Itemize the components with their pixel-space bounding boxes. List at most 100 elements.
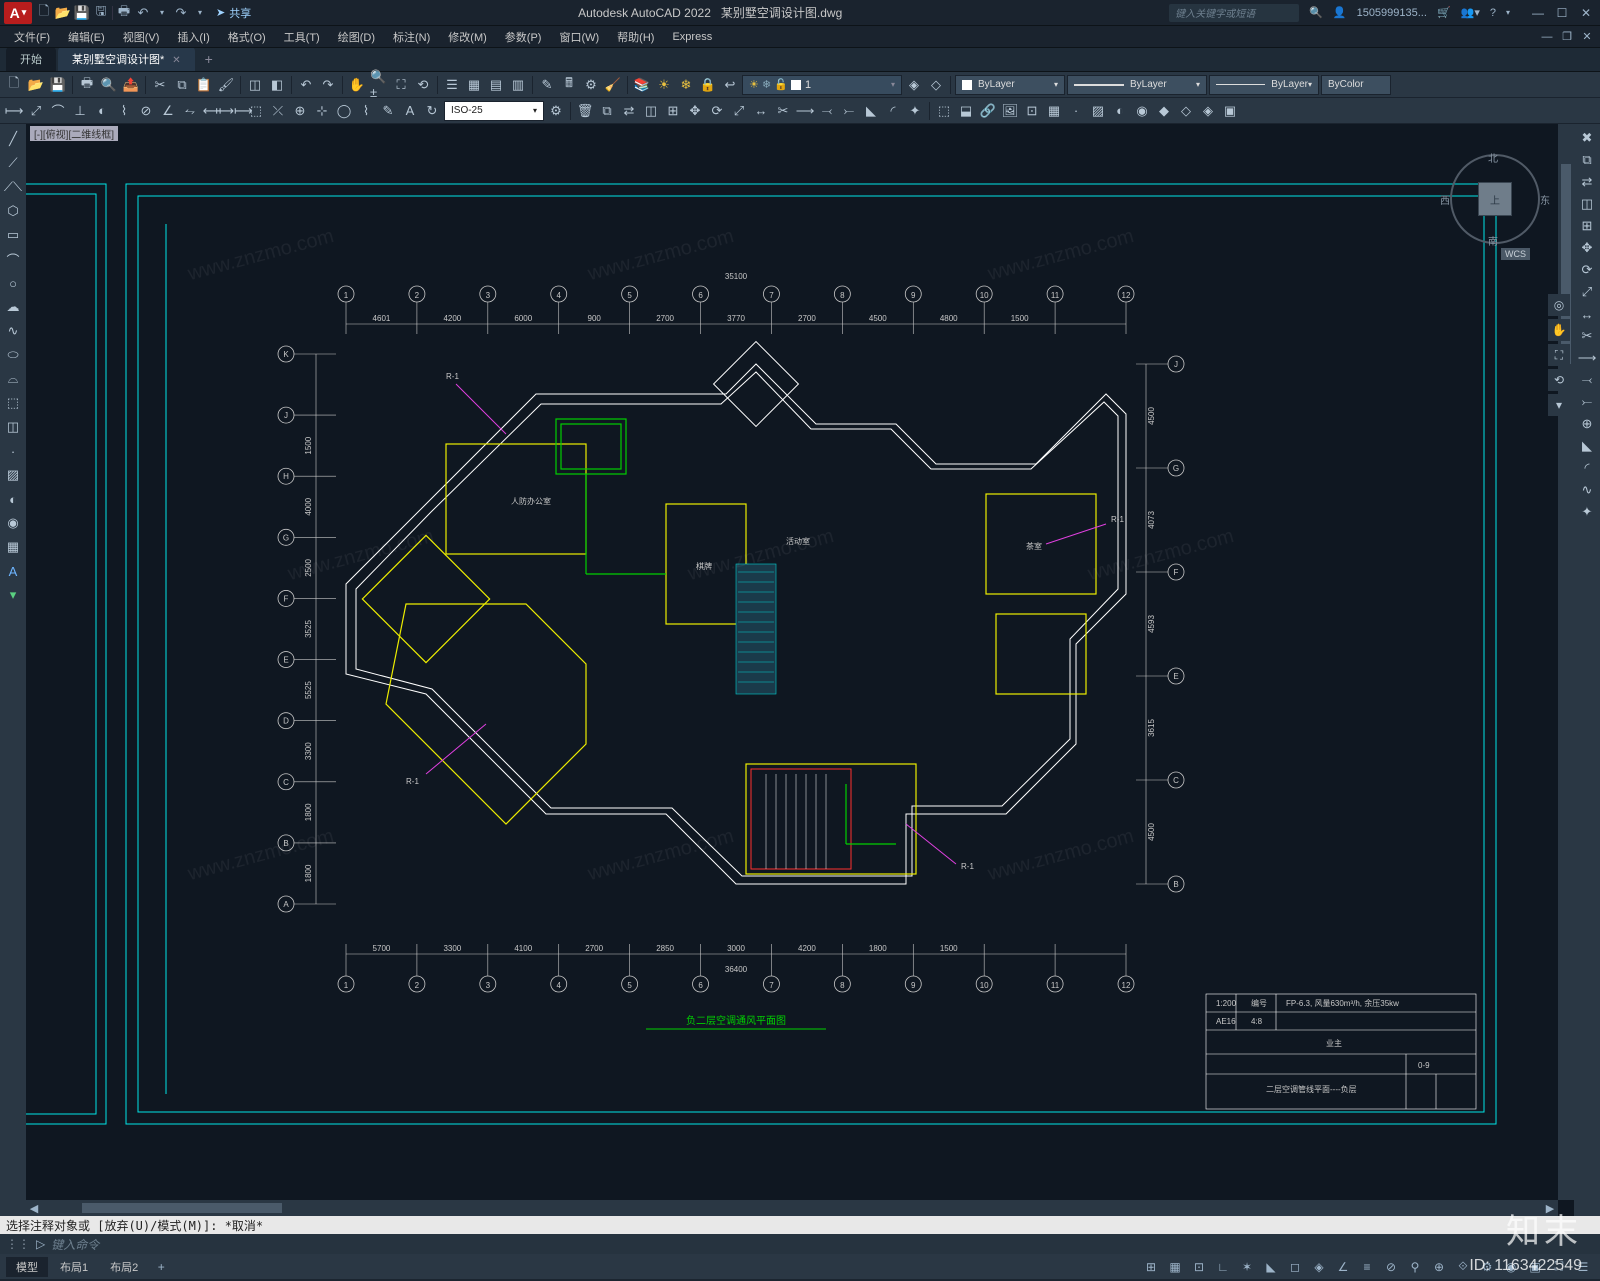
qp-toggle[interactable]: ⚲ [1404, 1257, 1426, 1277]
wblock-icon[interactable]: ⬓ [956, 101, 976, 121]
qdim-icon[interactable]: ⥊ [180, 101, 200, 121]
extend2-icon[interactable]: ⟶ [1577, 348, 1597, 368]
copy2-icon[interactable]: ⧉ [597, 101, 617, 121]
viewcube-s[interactable]: 南 [1488, 233, 1498, 248]
etc1-icon[interactable]: ◆ [1154, 101, 1174, 121]
zoom-win-icon[interactable]: ⛶ [391, 75, 411, 95]
dimlin-icon[interactable]: ⟼ [4, 101, 24, 121]
mdi-close-button[interactable]: ✕ [1578, 29, 1596, 45]
maximize-button[interactable]: ☐ [1552, 4, 1572, 22]
viewcube-n[interactable]: 北 [1488, 150, 1498, 165]
region-icon[interactable]: ◉ [2, 512, 24, 534]
hatch-icon[interactable]: ▨ [1088, 101, 1108, 121]
point-icon[interactable]: · [2, 440, 24, 462]
3dosnap-toggle[interactable]: ◈ [1308, 1257, 1330, 1277]
fillet2-icon[interactable]: ◜ [1577, 458, 1597, 478]
plot-icon[interactable]: 🖶 [116, 5, 132, 21]
minimize-button[interactable]: — [1528, 4, 1548, 22]
mirror2-icon[interactable]: ⇄ [1577, 172, 1597, 192]
viewcube-top[interactable]: 上 [1478, 182, 1512, 216]
pan-icon[interactable]: ✋ [347, 75, 367, 95]
revcloud-icon[interactable]: ☁ [2, 296, 24, 318]
mdi-minimize-button[interactable]: — [1538, 29, 1556, 45]
blend-icon[interactable]: ∿ [1577, 480, 1597, 500]
grad-icon[interactable]: ◐ [1110, 101, 1130, 121]
erase-icon[interactable]: 🗑 [575, 101, 595, 121]
menu-format[interactable]: 格式(O) [220, 27, 274, 47]
circle-icon[interactable]: ○ [2, 272, 24, 294]
dimali-icon[interactable]: ⤢ [26, 101, 46, 121]
new-icon[interactable]: 🗋 [4, 75, 24, 95]
hatch2-icon[interactable]: ▨ [2, 464, 24, 486]
cmd-input[interactable]: 键入命令 [51, 1236, 99, 1253]
cut-icon[interactable]: ✂ [150, 75, 170, 95]
redo-icon[interactable]: ↷ [318, 75, 338, 95]
exchange-icon[interactable]: 🛒 [1437, 6, 1451, 19]
insp-icon[interactable]: ◯ [334, 101, 354, 121]
reg-icon[interactable]: ◉ [1132, 101, 1152, 121]
dc-icon[interactable]: ▦ [464, 75, 484, 95]
rotate-icon[interactable]: ⟳ [707, 101, 727, 121]
block-icon[interactable]: ◫ [2, 416, 24, 438]
lwt-toggle[interactable]: ≡ [1356, 1257, 1378, 1277]
viewport-label[interactable]: [-][俯视][二维线框] [30, 126, 118, 141]
breakpt-icon[interactable]: ⤙ [1577, 370, 1597, 390]
pline-icon[interactable]: ⟋⟍ [2, 176, 24, 198]
field-icon[interactable]: ⊡ [1022, 101, 1042, 121]
xref-icon[interactable]: 🔗 [978, 101, 998, 121]
xline-icon[interactable]: ⟋ [2, 152, 24, 174]
table-icon[interactable]: ▦ [1044, 101, 1064, 121]
color-dropdown[interactable]: ByLayer▾ [955, 75, 1065, 95]
paste-icon[interactable]: 📋 [194, 75, 214, 95]
offset-icon[interactable]: ◫ [641, 101, 661, 121]
lock-icon[interactable]: 🔒 [698, 75, 718, 95]
props-icon[interactable]: ☰ [442, 75, 462, 95]
laymcur-icon[interactable]: ◈ [904, 75, 924, 95]
join2-icon[interactable]: ⊕ [1577, 414, 1597, 434]
horizontal-scrollbar[interactable]: ◀▶ [26, 1200, 1558, 1216]
save-icon[interactable]: 💾 [48, 75, 68, 95]
etc4-icon[interactable]: ▣ [1220, 101, 1240, 121]
markup-icon[interactable]: ✎ [537, 75, 557, 95]
vertical-scrollbar[interactable] [1558, 124, 1574, 1200]
menu-help[interactable]: 帮助(H) [609, 27, 662, 47]
menu-window[interactable]: 窗口(W) [551, 27, 607, 47]
move-icon[interactable]: ✥ [685, 101, 705, 121]
chamfer2-icon[interactable]: ◣ [1577, 436, 1597, 456]
extend-icon[interactable]: ⟶ [795, 101, 815, 121]
undo-dd-icon[interactable]: ▾ [154, 5, 170, 21]
dimbreak-icon[interactable]: ⤫ [268, 101, 288, 121]
dimjogl-icon[interactable]: ⌇ [356, 101, 376, 121]
layout1-tab[interactable]: 布局1 [50, 1257, 98, 1277]
cui-icon[interactable]: ⚙ [581, 75, 601, 95]
tab-close-icon[interactable]: ✕ [172, 55, 180, 66]
pan2-icon[interactable]: ✋ [1548, 319, 1570, 341]
tpy-toggle[interactable]: ⊘ [1380, 1257, 1402, 1277]
dimstyle-dropdown[interactable]: ISO-25▾ [444, 101, 544, 121]
menu-view[interactable]: 视图(V) [115, 27, 168, 47]
save-icon[interactable]: 💾 [74, 5, 90, 21]
insert-icon[interactable]: ⬚ [2, 392, 24, 414]
polygon-icon[interactable]: ⬡ [2, 200, 24, 222]
viewcube-w[interactable]: 西 [1440, 192, 1450, 207]
dimord-icon[interactable]: ⊥ [70, 101, 90, 121]
layer-mgr-icon[interactable]: 📚 [632, 75, 652, 95]
qcalc-icon[interactable]: 🖩 [559, 75, 579, 95]
menu-edit[interactable]: 编辑(E) [60, 27, 113, 47]
dimedit-icon[interactable]: ✎ [378, 101, 398, 121]
addsel-icon[interactable]: ▾ [2, 584, 24, 606]
menu-dimension[interactable]: 标注(N) [385, 27, 438, 47]
match-icon[interactable]: 🖌 [216, 75, 236, 95]
redo-icon[interactable]: ↷ [173, 5, 189, 21]
app-menu-button[interactable]: A▾ [4, 2, 32, 24]
tab-document[interactable]: 某别墅空调设计图*✕ [58, 47, 195, 71]
cmd-handle-icon[interactable]: ⋮⋮ [6, 1237, 30, 1251]
wcs-label[interactable]: WCS [1501, 248, 1530, 260]
iso-toggle[interactable]: ◣ [1260, 1257, 1282, 1277]
table2-icon[interactable]: ▦ [2, 536, 24, 558]
spline-icon[interactable]: ∿ [2, 320, 24, 342]
tp-icon[interactable]: ▤ [486, 75, 506, 95]
sun-icon[interactable]: ☀ [654, 75, 674, 95]
mtext-icon[interactable]: A [2, 560, 24, 582]
ellipse-icon[interactable]: ⬭ [2, 344, 24, 366]
